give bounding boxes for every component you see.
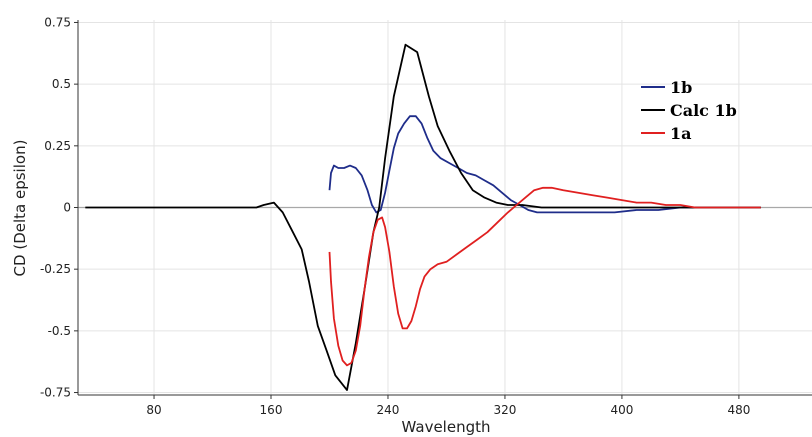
series-line-1b [328,115,761,214]
y-tick-label: 0.5 [52,77,71,91]
y-axis-label: CD (Delta epsilon) [11,140,29,277]
series-line-1a [328,186,761,367]
y-tick-label: 0.25 [44,139,71,153]
y-tick-label: -0.75 [40,386,71,400]
y-tick-labels: 0.75 0.5 0.25 0 -0.25 -0.5 -0.75 [40,15,78,400]
x-tick-label: 400 [610,403,633,417]
y-tick-label: 0 [63,201,71,215]
x-tick-label: 240 [377,403,400,417]
legend-label-1b: 1b [670,78,692,97]
x-tick-label: 80 [146,403,161,417]
y-tick-label: -0.25 [40,262,71,276]
x-axis-label: Wavelength [402,418,491,436]
x-tick-label: 320 [493,403,516,417]
x-tick-label: 160 [260,403,283,417]
x-tick-label: 480 [727,403,750,417]
legend: 1b Calc 1b 1a [641,78,737,143]
legend-label-1a: 1a [670,124,692,143]
legend-label-calc-1b: Calc 1b [670,101,737,120]
y-tick-label: -0.5 [48,324,71,338]
series-line-calc-1b [85,43,761,391]
y-tick-label: 0.75 [44,15,71,29]
series-lines [85,43,761,391]
x-tick-labels: 80 160 240 320 400 480 [146,395,750,417]
